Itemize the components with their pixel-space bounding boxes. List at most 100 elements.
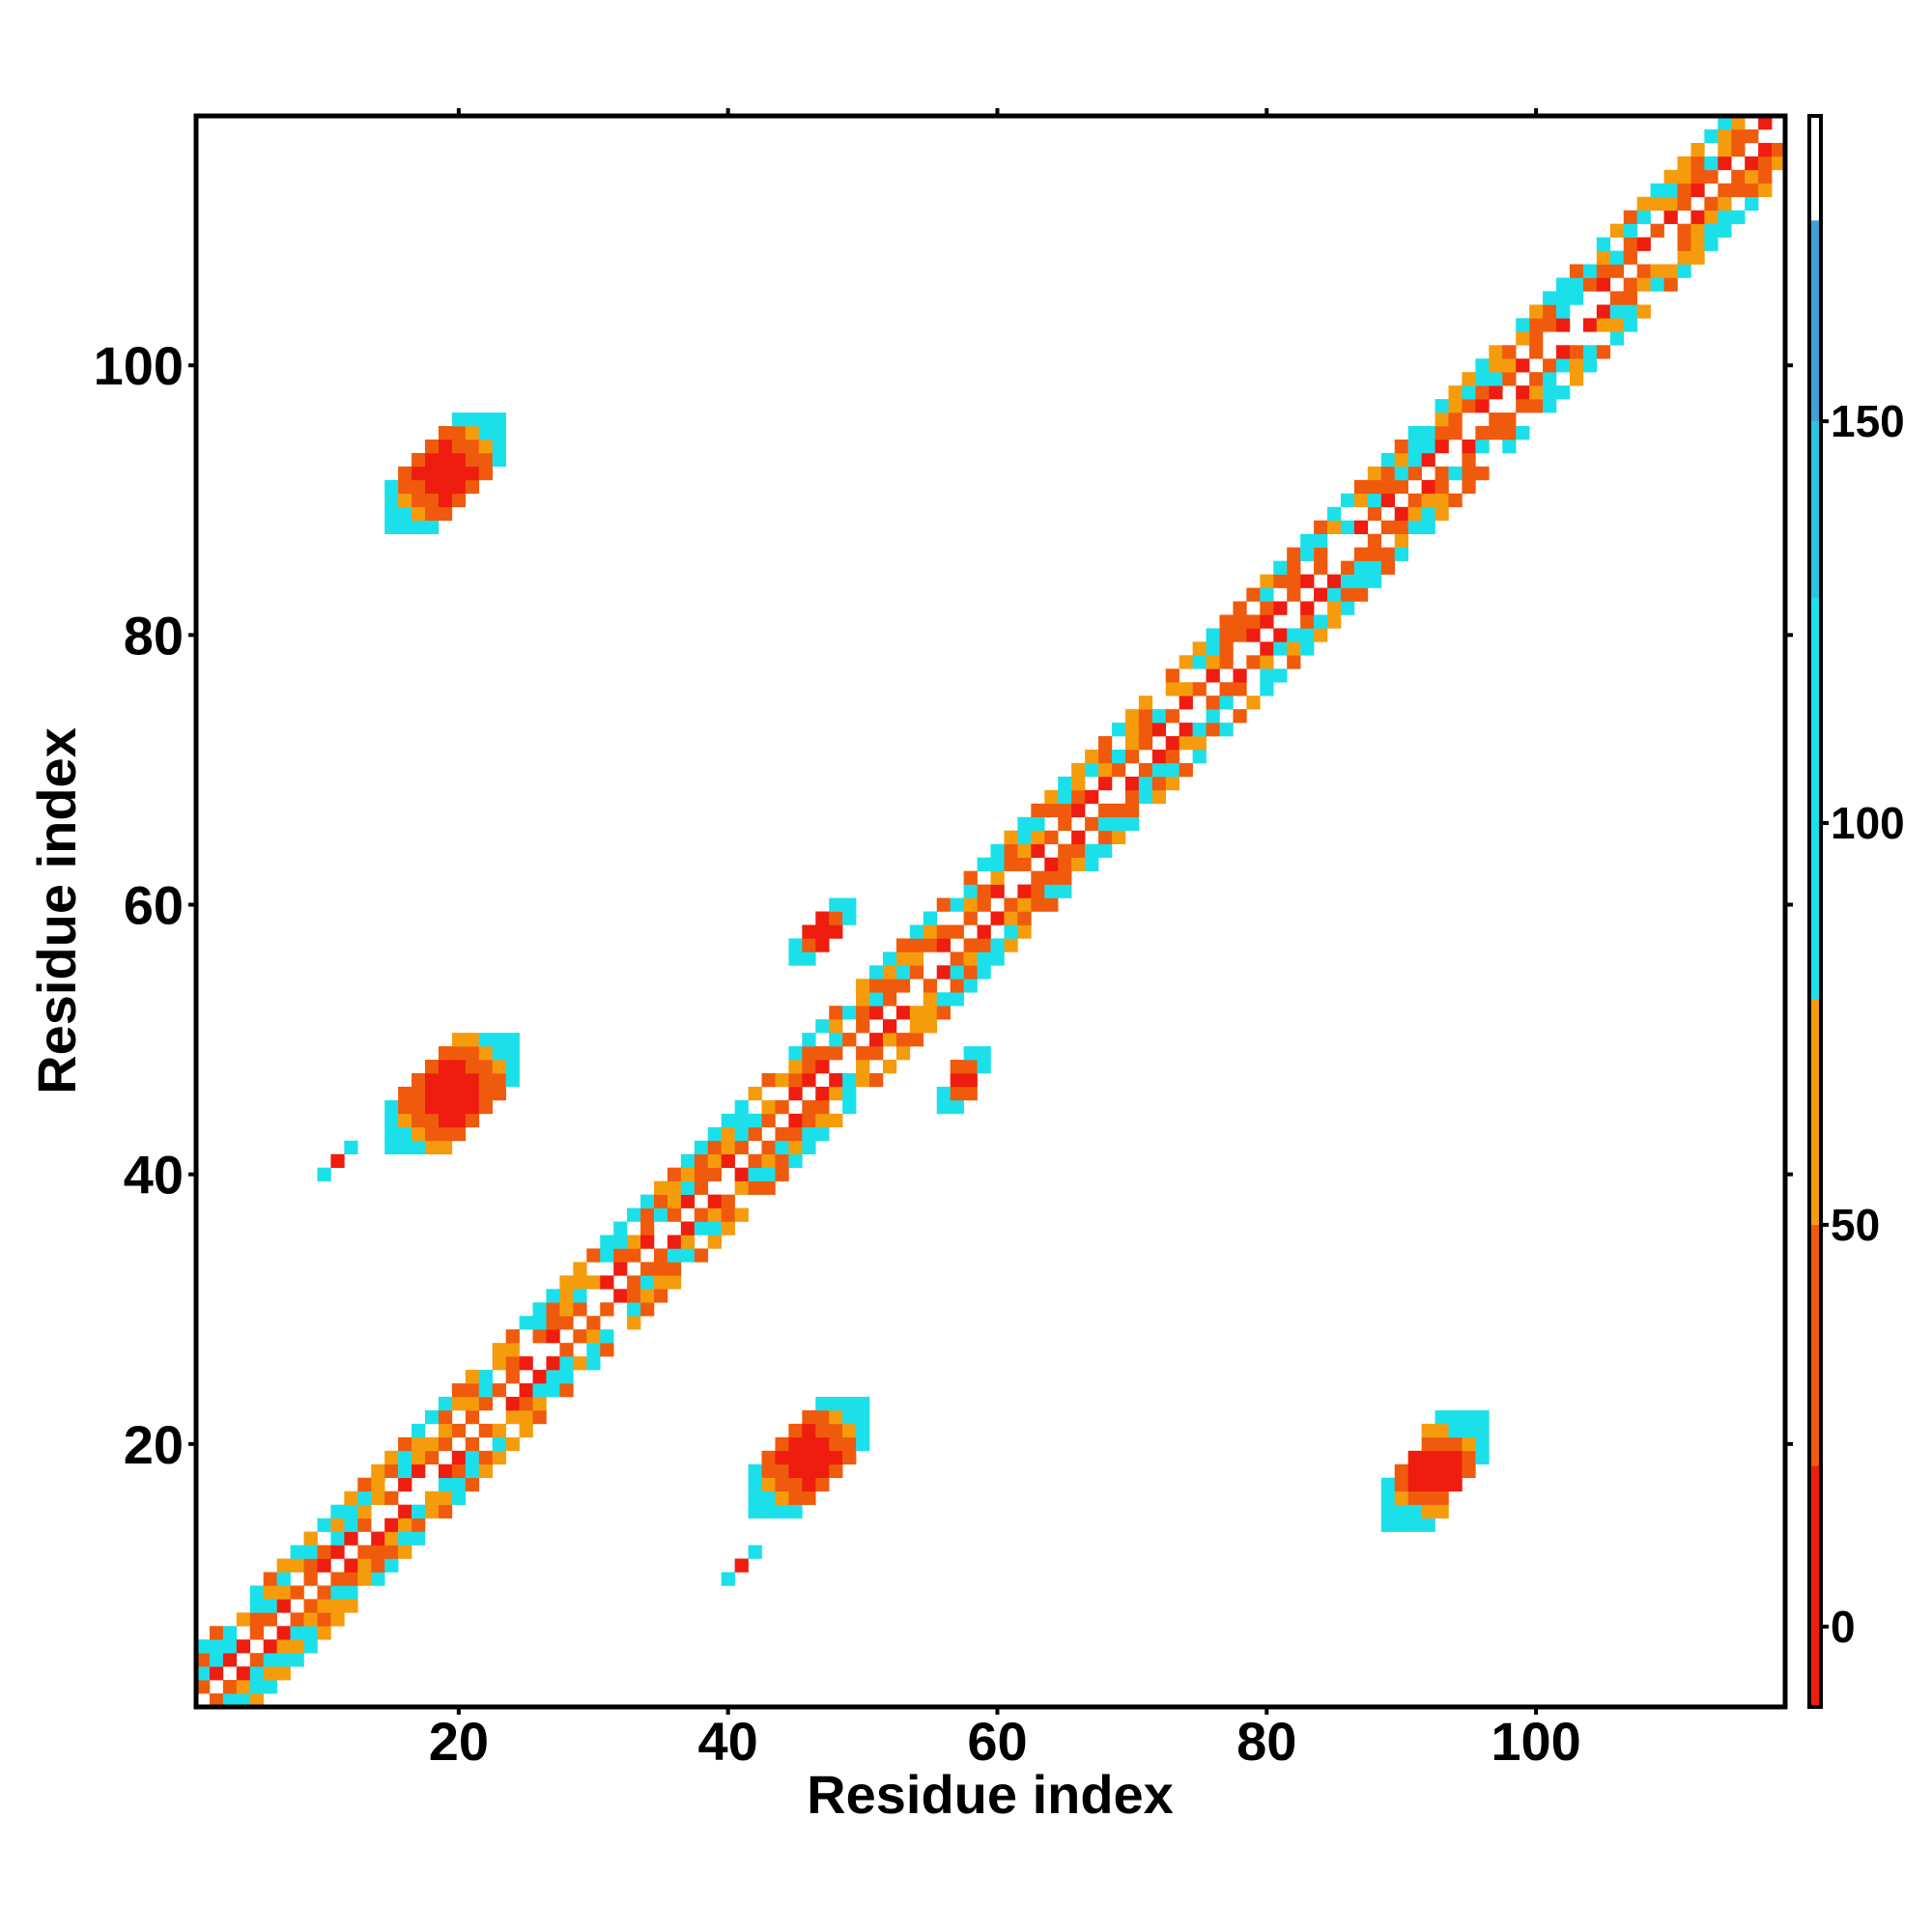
heatmap-cell [1435,426,1449,440]
heatmap-cell [478,1046,493,1061]
heatmap-cell [1380,466,1396,481]
heatmap-cell [1489,385,1503,400]
heatmap-cell [451,1033,467,1047]
heatmap-cell [412,1113,426,1128]
heatmap-cell [748,1504,762,1519]
heatmap-cell [438,1126,453,1142]
heatmap-cell [788,1491,803,1505]
heatmap-cell [398,1113,412,1128]
heatmap-cell [276,1572,291,1586]
heatmap-cell [653,1262,668,1276]
heatmap-cell [1489,372,1503,386]
heatmap-cell [559,1356,574,1371]
heatmap-cell [694,1153,709,1168]
heatmap-cell [1745,196,1759,212]
heatmap-cell [1569,277,1584,292]
heatmap-cell [1098,843,1113,858]
heatmap-cell [1044,884,1059,898]
heatmap-cell [438,439,453,454]
heatmap-cell [923,1019,938,1034]
heatmap-cell [1582,345,1598,359]
heatmap-cell [1435,399,1449,413]
heatmap-cell [1758,116,1773,130]
heatmap-cell [1704,128,1719,144]
heatmap-cell [802,1060,816,1074]
heatmap-cell [505,1033,520,1047]
heatmap-cell [856,1060,870,1074]
heatmap-cell [1058,803,1072,818]
heatmap-cell [1475,1450,1490,1465]
x-tick-label: 60 [967,1711,1027,1772]
heatmap-cell [303,1545,318,1559]
heatmap-cell [209,1653,224,1667]
heatmap-cell [707,1221,722,1236]
heatmap-cell [398,1518,412,1532]
heatmap-cell [788,1504,803,1519]
heatmap-cell [492,452,506,468]
heatmap-cell [276,1639,291,1654]
heatmap-cell [936,938,951,952]
heatmap-cell [963,870,978,885]
heatmap-cell [1071,857,1086,871]
heatmap-cell [1529,318,1544,332]
heatmap-cell [357,1558,372,1573]
heatmap-cell [640,1221,655,1236]
heatmap-cell [829,1072,843,1088]
heatmap-cell [977,857,991,871]
heatmap-cell [721,1126,735,1142]
heatmap-cell [829,897,843,912]
heatmap-cell [895,979,911,993]
heatmap-cell [412,1436,426,1452]
heatmap-cell [1650,196,1664,212]
heatmap-cell [236,1693,251,1708]
heatmap-cell [761,1504,776,1519]
heatmap-cell [1394,466,1408,481]
heatmap-cell [1421,1423,1435,1438]
heatmap-cell [586,1356,601,1371]
heatmap-cell [1179,682,1193,696]
heatmap-cell [1031,897,1045,912]
heatmap-cell [707,1194,722,1208]
heatmap-cell [1004,830,1018,845]
heatmap-cell [412,1140,426,1155]
colorbar-tick-label: 150 [1831,396,1905,446]
heatmap-cell [950,1060,964,1074]
heatmap-cell [829,1450,843,1465]
heatmap-cell [869,992,884,1007]
heatmap-cell [1273,574,1288,588]
heatmap-cell [1704,156,1719,171]
heatmap-cell [1690,169,1705,185]
heatmap-cell [1380,560,1396,575]
heatmap-cell [519,1356,533,1371]
heatmap-cell [492,426,506,440]
heatmap-cell [721,1572,735,1586]
heatmap-cell [1353,574,1369,588]
heatmap-cell [1098,776,1113,791]
heatmap-cell [1206,641,1220,656]
heatmap-cell [1421,506,1435,522]
heatmap-cell [694,1248,709,1263]
heatmap-cell [667,1235,682,1249]
heatmap-cell [1462,466,1476,481]
heatmap-cell [1421,493,1435,508]
x-tick-label: 20 [429,1711,489,1772]
heatmap-cell [519,1396,533,1411]
heatmap-cell [1044,870,1059,885]
heatmap-cell [882,965,897,980]
heatmap-cell [1327,520,1342,534]
heatmap-cell [1502,426,1517,440]
heatmap-cell [856,1019,870,1034]
heatmap-cell [1718,128,1732,144]
heatmap-cell [384,1450,399,1465]
heatmap-cell [1367,493,1382,508]
heatmap-cell [1260,587,1274,602]
heatmap-cell [492,1423,506,1438]
heatmap-cell [842,911,857,925]
heatmap-cell [209,1626,224,1640]
heatmap-cell [909,924,924,939]
heatmap-cell [263,1666,277,1681]
heatmap-cell [802,1491,816,1505]
heatmap-cell [1758,156,1773,171]
heatmap-cell [1111,723,1126,737]
heatmap-cell [384,1518,399,1532]
